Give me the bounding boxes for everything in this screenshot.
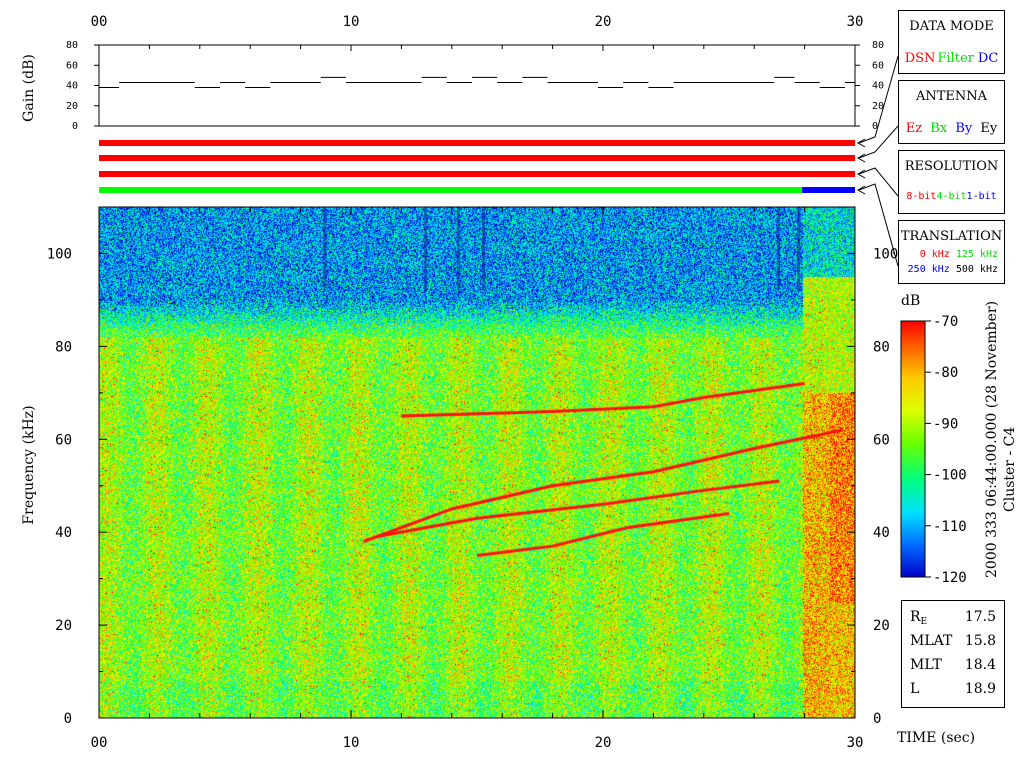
gain-panel-frame	[98, 44, 856, 127]
colorbar-tick-label: -80	[933, 365, 958, 381]
status-connector-line	[858, 125, 899, 159]
l-value: 18.9	[964, 681, 996, 697]
frequency-tick-label-right: 40	[873, 525, 890, 541]
gain-tick-label-left: 80	[66, 40, 78, 51]
status-bar-segment	[99, 171, 855, 177]
colorbar-gradient	[900, 320, 926, 578]
antenna-by: By	[955, 121, 973, 136]
mlt-value: 18.4	[964, 657, 996, 673]
bottom-time-tick-label: 00	[91, 735, 108, 751]
re-value: 17.5	[964, 609, 996, 625]
frequency-tick-label-right: 60	[873, 432, 890, 448]
ephemeris-panel: RE 17.5 MLAT 15.8 MLT 18.4 L 18.9	[901, 600, 1005, 708]
gain-tick-label-right: 60	[872, 60, 884, 71]
gain-tick-label-left: 40	[66, 81, 78, 92]
colorbar-unit-label: dB	[901, 293, 920, 309]
antenna-title: ANTENNA	[915, 89, 988, 104]
frequency-tick-label-right: 100	[873, 246, 898, 262]
resolution-title: RESOLUTION	[904, 159, 999, 174]
top-time-tick-label: 20	[595, 14, 612, 30]
re-label: RE	[910, 609, 928, 627]
antenna-panel: ANTENNA Ez Bx By Ey	[898, 80, 1005, 144]
translation-125khz: 125 kHz	[955, 249, 998, 260]
colorbar-tick-label: -110	[933, 519, 967, 535]
bottom-time-tick-label: 30	[847, 735, 864, 751]
gain-tick-label-right: 20	[872, 101, 884, 112]
top-time-tick-label: 00	[91, 14, 108, 30]
resolution-panel: RESOLUTION 8-bit4-bit1-bit	[898, 150, 1005, 214]
status-bar-segment	[99, 187, 803, 193]
translation-title: TRANSLATION	[900, 229, 1003, 244]
time-axis-label: TIME (sec)	[897, 730, 975, 746]
frequency-tick-label-right: 20	[873, 618, 890, 634]
status-connectors	[856, 55, 899, 267]
status-connector-arrow	[856, 185, 866, 195]
status-connector-arrow	[856, 138, 866, 148]
data-mode-panel: DATA MODE DSN Filter DC	[898, 10, 1005, 74]
bottom-time-tick-label: 10	[343, 735, 360, 751]
colorbar-tick-label: -100	[933, 468, 967, 484]
antenna-ez: Ez	[905, 121, 923, 136]
frequency-tick-label-left: 40	[55, 525, 72, 541]
status-bar-segment	[99, 155, 855, 161]
status-bars	[99, 140, 855, 193]
gain-tick-label-left: 20	[66, 101, 78, 112]
l-label: L	[910, 681, 920, 697]
resolution-4bit: 4-bit	[936, 191, 967, 202]
spectrogram-image	[99, 207, 855, 718]
mlt-label: MLT	[910, 657, 942, 673]
frequency-tick-label-left: 0	[64, 711, 72, 727]
status-connector-arrow	[856, 153, 866, 163]
colorbar-tick-label: -70	[933, 314, 958, 330]
status-bar-segment	[99, 140, 855, 146]
resolution-8bit: 8-bit	[906, 191, 937, 202]
gain-tick-label-right: 80	[872, 40, 884, 51]
status-connector-line	[858, 55, 899, 144]
frequency-tick-label-right: 80	[873, 339, 890, 355]
frequency-axis-label: Frequency (kHz)	[21, 405, 37, 524]
frequency-tick-label-left: 20	[55, 618, 72, 634]
antenna-bx: Bx	[930, 121, 948, 136]
caption-line1: 2000 333 06:44:00.000 (28 November)	[984, 301, 1000, 578]
translation-panel: TRANSLATION 0 kHz 125 kHz 250 kHz 500 kH…	[898, 220, 1005, 284]
data-mode-title: DATA MODE	[909, 19, 994, 34]
status-connector-line	[858, 167, 899, 197]
caption-line2: Cluster - C4	[1002, 427, 1018, 512]
gain-axis-label: Gain (dB)	[21, 54, 37, 122]
antenna-ey: Ey	[980, 121, 998, 136]
spectrogram-frame	[98, 206, 856, 719]
gain-tick-label-right: 40	[872, 81, 884, 92]
frequency-tick-label-left: 60	[55, 432, 72, 448]
data-mode-dsn: DSN	[904, 51, 936, 66]
data-mode-dc: DC	[977, 51, 999, 66]
top-time-tick-label: 10	[343, 14, 360, 30]
gain-tick-label-left: 60	[66, 60, 78, 71]
colorbar-tick-label: -120	[933, 570, 967, 586]
bottom-time-tick-label: 20	[595, 735, 612, 751]
translation-0khz: 0 kHz	[919, 249, 950, 260]
mlat-label: MLAT	[910, 633, 953, 649]
status-connector-arrow	[856, 169, 866, 179]
translation-250khz: 250 kHz	[907, 264, 950, 275]
status-connector-line	[858, 183, 899, 267]
gain-tick-label-left: 0	[72, 121, 78, 132]
mlat-value: 15.8	[964, 633, 996, 649]
frequency-tick-label-left: 100	[47, 246, 72, 262]
translation-500khz: 500 kHz	[955, 264, 998, 275]
frequency-tick-label-left: 80	[55, 339, 72, 355]
frequency-tick-label-right: 0	[873, 711, 881, 727]
gain-tick-label-right: 0	[872, 121, 878, 132]
data-mode-filter: Filter	[937, 51, 974, 66]
colorbar: dB -70 -80 -90 -100 -110 -120	[900, 293, 967, 586]
top-time-tick-label: 30	[847, 14, 864, 30]
resolution-1bit: 1-bit	[966, 191, 997, 202]
status-bar-segment	[802, 187, 855, 193]
colorbar-tick-label: -90	[933, 416, 958, 432]
